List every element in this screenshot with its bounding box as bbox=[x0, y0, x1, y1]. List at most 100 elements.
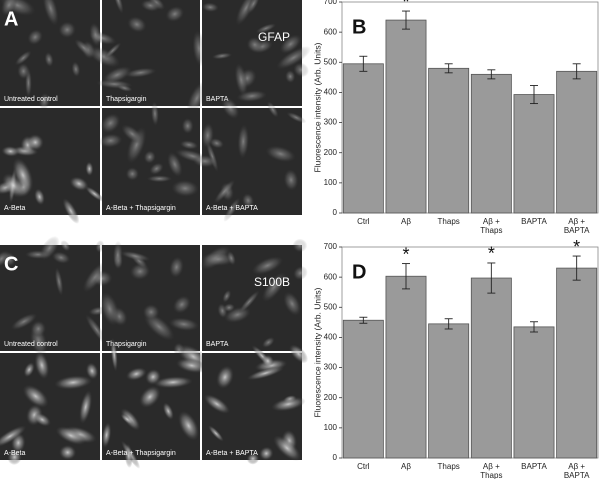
error-bar bbox=[487, 262, 496, 294]
cell bbox=[165, 5, 185, 23]
cell bbox=[255, 23, 277, 34]
cell bbox=[120, 413, 134, 425]
x-tick-label: Ctrl bbox=[357, 217, 370, 226]
bar bbox=[470, 277, 512, 459]
cell bbox=[33, 412, 51, 427]
cells bbox=[0, 235, 109, 357]
bar bbox=[513, 94, 555, 214]
cell bbox=[179, 140, 199, 150]
cell bbox=[241, 193, 255, 209]
panel-label: B bbox=[352, 16, 366, 38]
significance-star: * bbox=[402, 0, 409, 12]
y-tick-label: 100 bbox=[324, 423, 338, 432]
y-tick-label: 600 bbox=[324, 27, 338, 36]
marker-label: S100B bbox=[254, 275, 290, 289]
cell bbox=[279, 34, 302, 54]
bar bbox=[556, 267, 598, 459]
cell bbox=[127, 16, 147, 33]
y-tick-label: 200 bbox=[324, 148, 338, 157]
cell bbox=[142, 304, 160, 321]
x-tick-label: Aβ + Thaps bbox=[480, 462, 503, 479]
error-bar bbox=[444, 318, 453, 330]
cell bbox=[276, 46, 311, 70]
cell bbox=[58, 21, 77, 39]
cell bbox=[168, 317, 200, 332]
bar bbox=[470, 73, 512, 214]
error-bar bbox=[487, 69, 496, 80]
cell bbox=[169, 256, 184, 278]
x-tick-label: Aβ + Thaps bbox=[480, 217, 503, 235]
cell bbox=[259, 446, 274, 461]
cell bbox=[59, 444, 77, 460]
panel-label: A bbox=[4, 8, 18, 30]
cell bbox=[223, 303, 236, 313]
cell bbox=[150, 101, 159, 127]
cell bbox=[140, 0, 161, 12]
bar bbox=[342, 63, 384, 214]
bar bbox=[428, 323, 470, 459]
cell bbox=[87, 46, 121, 68]
bar bbox=[513, 326, 555, 459]
y-tick-label: 0 bbox=[333, 208, 338, 217]
y-tick-label: 700 bbox=[324, 0, 338, 6]
micrograph-caption: BAPTA bbox=[206, 96, 229, 103]
cells bbox=[101, 337, 210, 469]
significance-star: * bbox=[402, 244, 409, 264]
cell bbox=[71, 61, 81, 78]
bar bbox=[342, 319, 384, 459]
cell bbox=[99, 291, 120, 327]
cell bbox=[26, 134, 44, 151]
cell bbox=[44, 51, 54, 67]
cell bbox=[55, 426, 87, 445]
cell bbox=[60, 240, 71, 252]
cell bbox=[261, 354, 275, 368]
cell bbox=[201, 2, 219, 13]
cell bbox=[120, 250, 151, 262]
cell bbox=[10, 313, 38, 331]
cell bbox=[34, 351, 50, 380]
x-tick-label: Thaps bbox=[437, 217, 460, 226]
panel-label: C bbox=[4, 253, 18, 275]
cell bbox=[79, 390, 93, 424]
cells bbox=[192, 96, 307, 222]
cell bbox=[246, 36, 264, 53]
error-bar bbox=[402, 10, 410, 30]
cell bbox=[234, 62, 248, 97]
error-bar bbox=[572, 63, 581, 80]
cell bbox=[162, 402, 174, 420]
cells bbox=[203, 344, 309, 465]
cell bbox=[88, 31, 117, 45]
y-tick-label: 100 bbox=[324, 178, 338, 187]
cell bbox=[293, 62, 309, 78]
cell bbox=[38, 92, 51, 110]
y-tick-label: 300 bbox=[324, 363, 338, 372]
cell bbox=[69, 176, 89, 191]
cell bbox=[124, 67, 157, 78]
cell bbox=[292, 238, 308, 253]
error-bar bbox=[359, 316, 368, 324]
cell bbox=[91, 270, 113, 287]
cells bbox=[0, 0, 102, 110]
cell bbox=[211, 52, 233, 60]
error-bar bbox=[530, 321, 538, 333]
error-bar bbox=[530, 85, 538, 105]
y-axis-label: Fluorescence intensity (Arb. Units) bbox=[312, 287, 322, 417]
cell bbox=[192, 154, 218, 168]
cell bbox=[266, 101, 279, 118]
micrograph-caption: Untreated control bbox=[4, 341, 58, 348]
significance-star: * bbox=[573, 237, 580, 257]
x-tick-label: Aβ bbox=[401, 217, 411, 226]
cell bbox=[112, 240, 123, 270]
x-tick-label: Ctrl bbox=[357, 462, 370, 471]
cell bbox=[223, 197, 241, 222]
bar bbox=[556, 70, 598, 214]
cell bbox=[110, 337, 118, 372]
cell bbox=[85, 362, 99, 380]
cell bbox=[203, 394, 230, 414]
micrograph-caption: Thapsigargin bbox=[106, 341, 147, 348]
error-bar bbox=[572, 255, 581, 281]
x-tick-label: Aβ + BAPTA bbox=[563, 217, 590, 235]
bar bbox=[428, 67, 470, 214]
cell bbox=[17, 63, 30, 80]
